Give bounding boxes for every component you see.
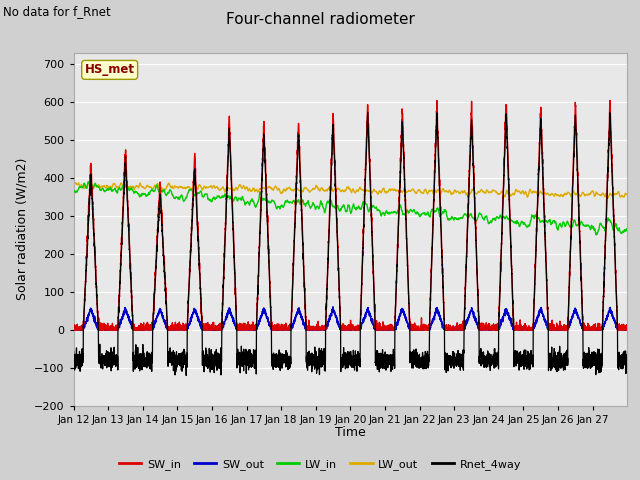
Text: Four-channel radiometer: Four-channel radiometer [225, 12, 415, 27]
Text: HS_met: HS_met [84, 63, 134, 76]
Legend: SW_in, SW_out, LW_in, LW_out, Rnet_4way: SW_in, SW_out, LW_in, LW_out, Rnet_4way [115, 455, 525, 474]
Text: No data for f_Rnet: No data for f_Rnet [3, 5, 111, 18]
X-axis label: Time: Time [335, 426, 366, 439]
Y-axis label: Solar radiation (W/m2): Solar radiation (W/m2) [15, 158, 29, 300]
